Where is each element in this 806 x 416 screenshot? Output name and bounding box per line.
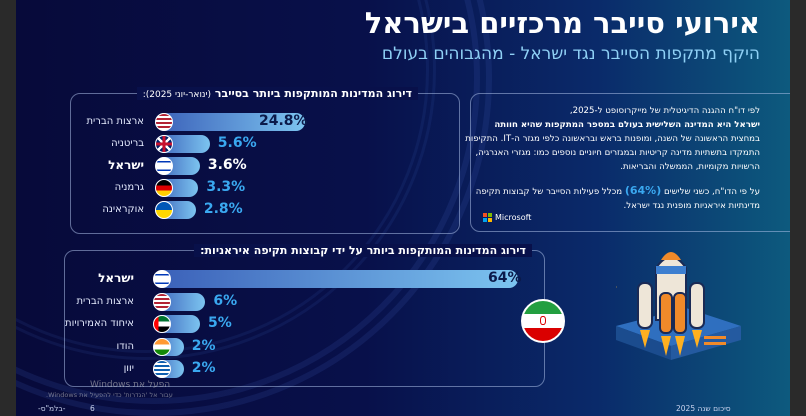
bar-value: 5.6% <box>217 135 257 151</box>
page-title: אירועי סייבר מרכזיים בישראל <box>364 6 760 40</box>
bar-value: 5% <box>207 315 232 331</box>
bar <box>153 270 518 288</box>
bar <box>155 113 305 131</box>
iran-flag-icon <box>521 299 565 343</box>
flag-us-icon <box>155 113 173 131</box>
flag-il-icon <box>155 157 173 175</box>
bar-value: 24.8% <box>259 113 308 129</box>
slide: אירועי סייבר מרכזיים בישראל היקף מתקפות … <box>16 0 790 416</box>
bar-label: אוקראינה <box>102 204 144 215</box>
bar-label: בריטניה <box>111 138 144 149</box>
flag-ua-icon <box>155 201 173 219</box>
bar-value: 3.6% <box>207 157 247 173</box>
bar-label: יוון <box>123 363 134 374</box>
bar-label: איחוד האמירויות <box>65 318 134 329</box>
flag-ae-icon <box>153 315 171 333</box>
info-box <box>470 93 790 232</box>
bar-label: הודו <box>116 340 134 352</box>
bar-label: ישראל <box>108 158 144 172</box>
bar-value: 64% <box>488 270 522 286</box>
bar-label: ארצות הברית <box>86 116 144 127</box>
flag-il-icon <box>153 270 171 288</box>
microsoft-icon <box>483 213 492 222</box>
chart-title: דירוג המדינות המותקפות ביותר על ידי קבוצ… <box>194 244 532 257</box>
bar-value: 6% <box>213 292 238 309</box>
flag-us-icon <box>153 292 171 311</box>
classification-label: -בלמ"ס- <box>38 404 66 413</box>
footer-title: סיכום שנה 2025 <box>676 404 731 413</box>
windows-watermark-title: הפעל את Windows <box>90 380 171 390</box>
page-number: 6 <box>90 404 95 413</box>
bar-value: 2.8% <box>203 201 243 217</box>
bar-value: 2% <box>191 360 216 376</box>
chart-title: דירוג המדינות המותקפות ביותר בסייבר (ינו… <box>136 87 418 100</box>
bar-value: 2% <box>191 337 216 354</box>
bar-label: גרמניה <box>114 182 144 193</box>
windows-watermark-text: עבור אל 'הגדרות' כדי להפעיל את Windows. <box>46 391 173 399</box>
rocket-illustration <box>616 252 741 360</box>
flag-uk-icon <box>155 135 173 153</box>
info-text: לפי דו"ח ההגנה הדיגיטלית של מייקרוסופט ל… <box>465 106 760 211</box>
page-subtitle: היקף מתקפות הסייבר נגד ישראל - מהגבוהים … <box>381 44 760 64</box>
bar-value: 3.3% <box>206 179 246 195</box>
bar-label: ישראל <box>98 271 134 285</box>
flag-gr-icon <box>153 360 171 378</box>
microsoft-logo: Microsoft <box>483 213 531 222</box>
bar-label: ארצות הברית <box>76 295 134 307</box>
flag-in-icon <box>153 337 171 356</box>
flag-de-icon <box>155 179 173 197</box>
source-label: Microsoft <box>495 213 532 222</box>
